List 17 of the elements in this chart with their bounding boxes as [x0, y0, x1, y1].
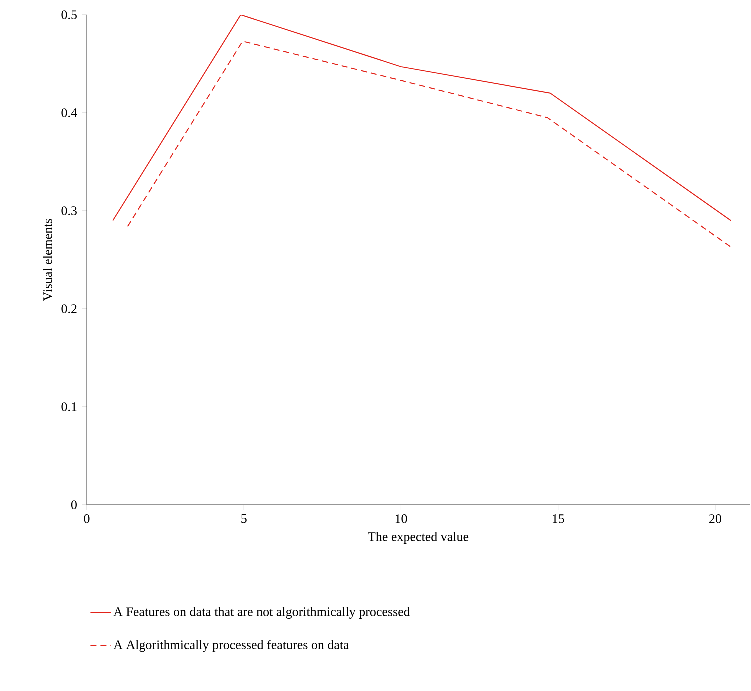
y-tick-label: 0.4: [62, 108, 78, 118]
y-tick-label: 0.2: [62, 304, 77, 314]
x-tick-label: 5: [242, 514, 247, 524]
y-tick-label: 0: [71, 500, 77, 510]
y-tick-label: 0.1: [62, 402, 77, 412]
x-tick-label: 15: [552, 514, 564, 524]
y-tick-label: 0.3: [62, 206, 77, 216]
line-series: [112, 14, 732, 222]
x-tick-label: 10: [396, 514, 408, 524]
line-series: [127, 40, 732, 248]
y-axis-title: Visual elements: [43, 219, 52, 302]
legend-label: A Algorithmically processed features on data: [114, 640, 350, 652]
x-axis-title: The expected value: [368, 532, 469, 544]
y-tick-label: 0.5: [62, 10, 77, 20]
x-tick-label: 0: [84, 514, 90, 524]
x-tick-label: 20: [710, 514, 722, 524]
legend-label: A Features on data that are not algorithmically processed: [114, 607, 410, 620]
